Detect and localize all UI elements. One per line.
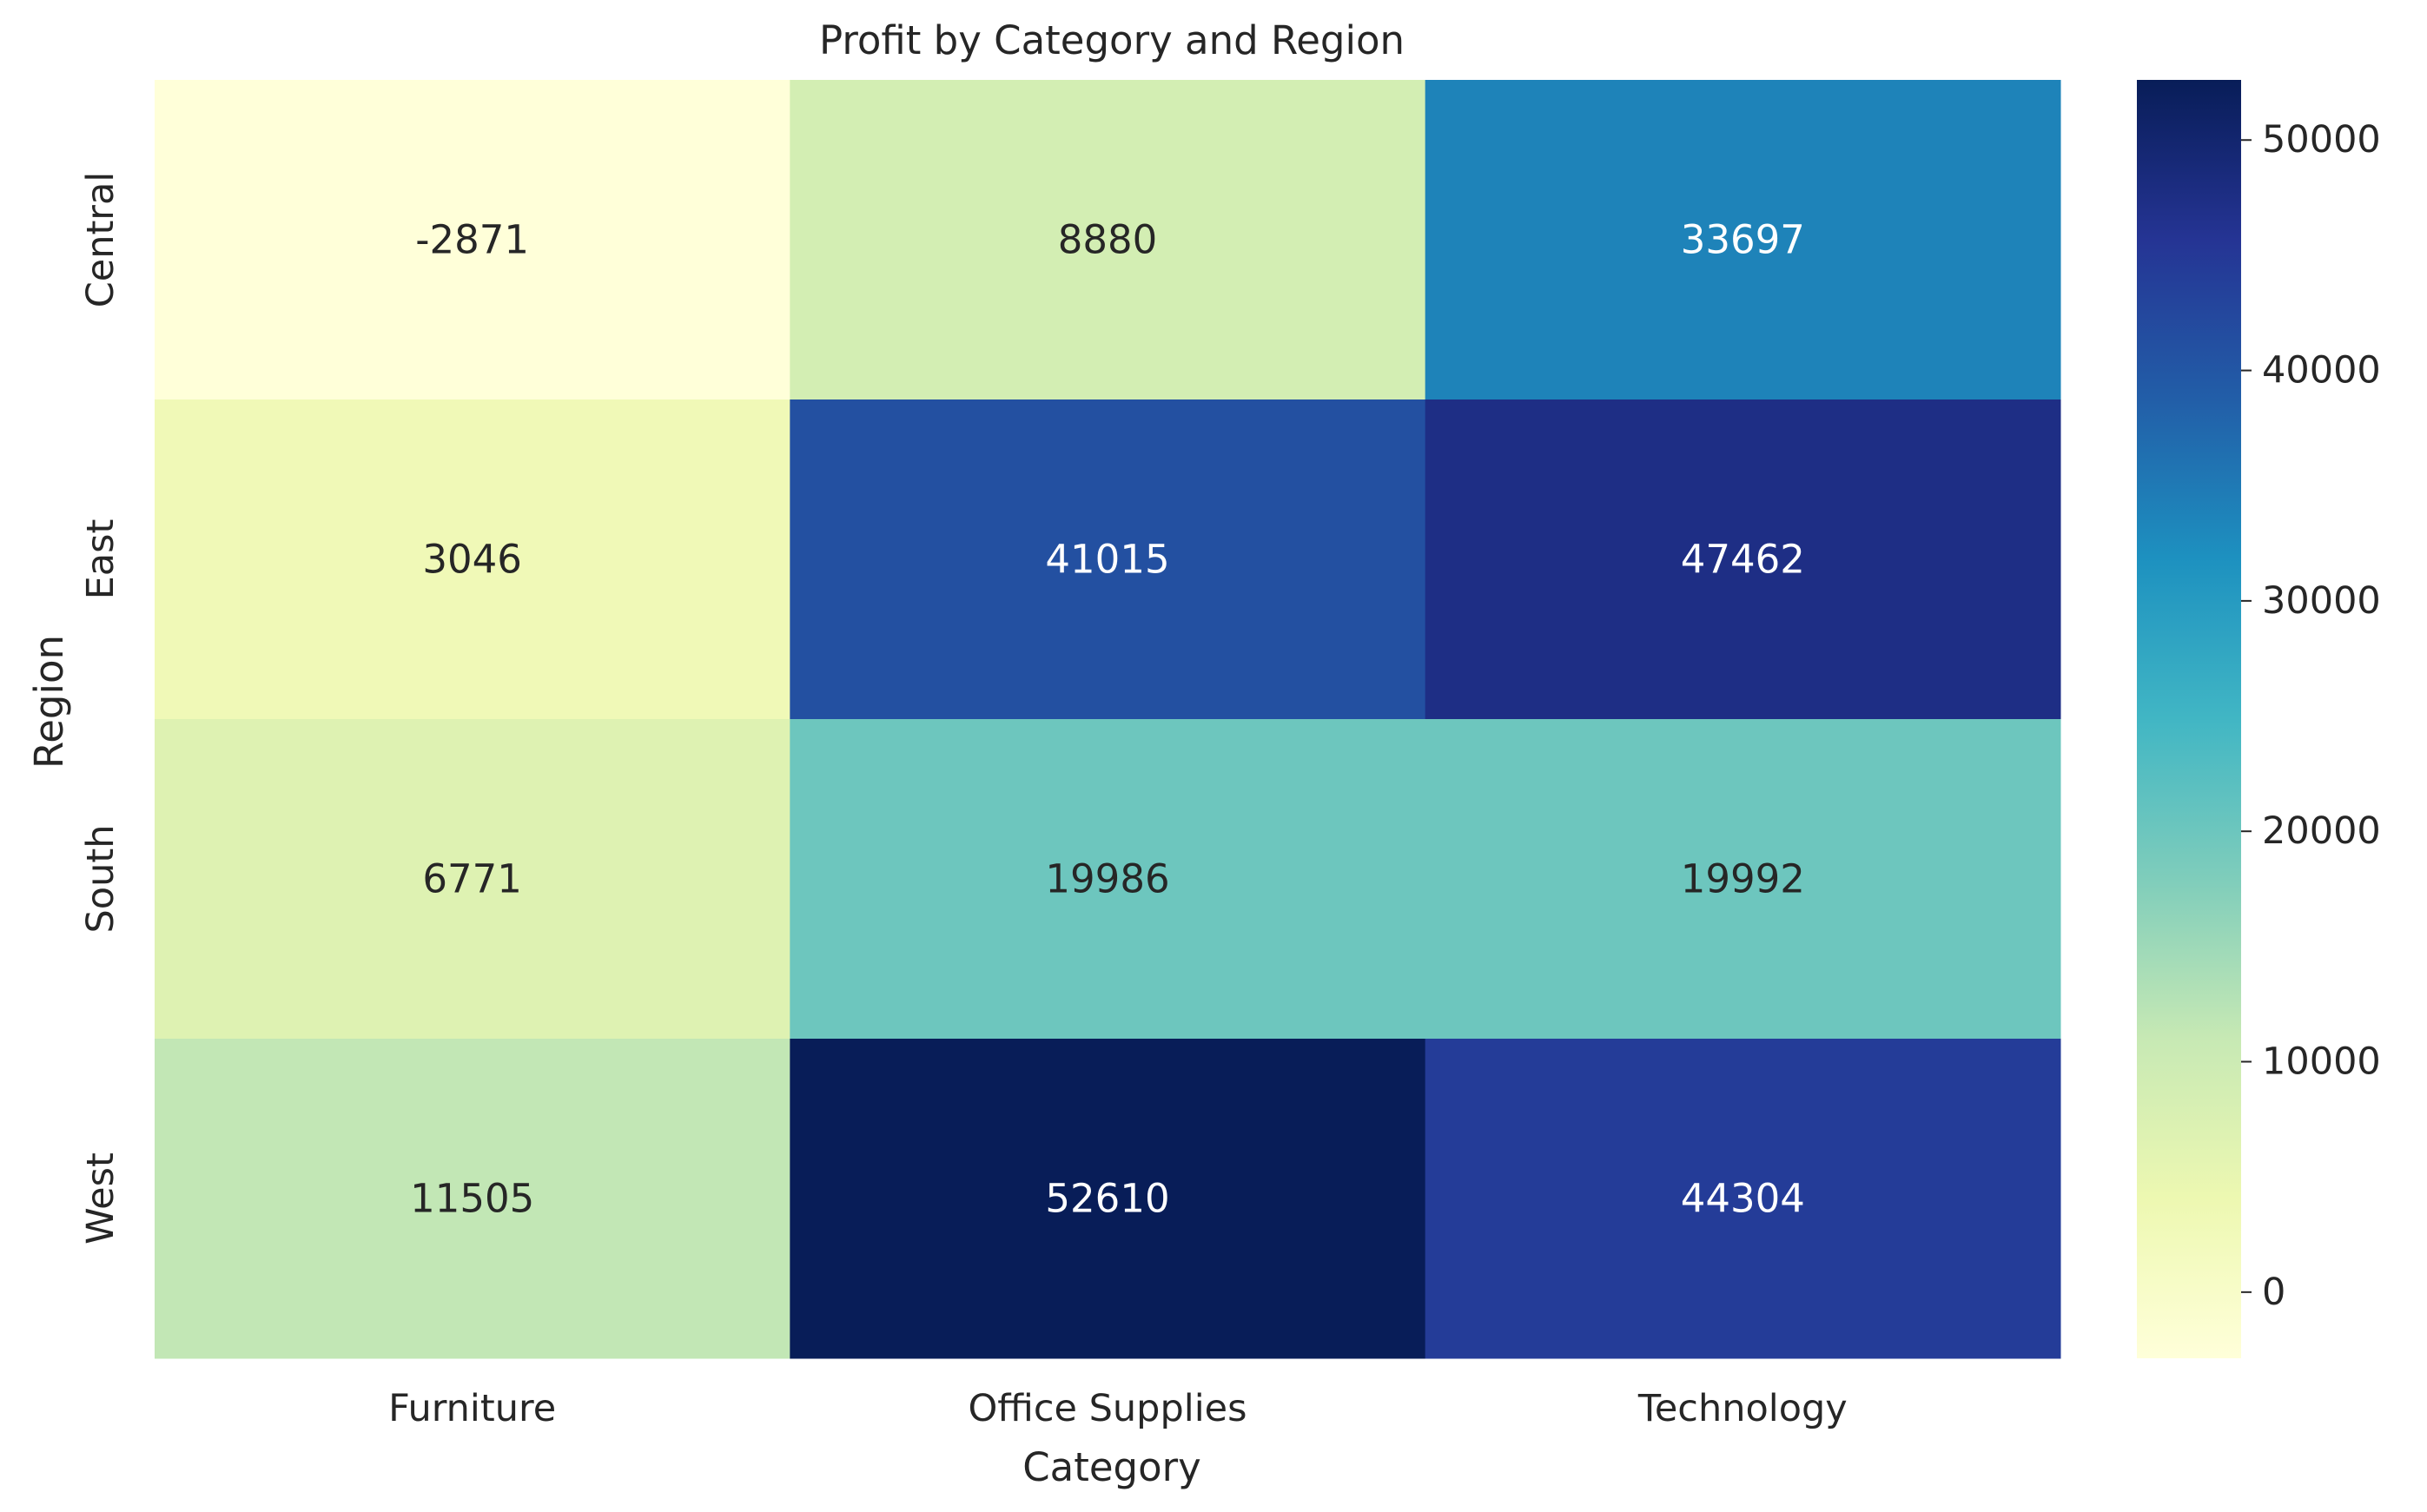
x-axis-ticks: Furniture Office Supplies Technology xyxy=(388,1387,1848,1430)
heatmap-cell xyxy=(1425,1039,2061,1359)
x-tick-label: Technology xyxy=(1637,1387,1848,1430)
x-axis-label: Category xyxy=(1022,1444,1201,1490)
chart-title: Profit by Category and Region xyxy=(819,17,1405,63)
y-tick-label: East xyxy=(79,519,122,600)
heatmap-cell xyxy=(155,1039,790,1359)
cell-value-label: 44304 xyxy=(1681,1176,1805,1222)
y-tick-label: South xyxy=(79,825,122,934)
x-tick-label: Furniture xyxy=(388,1387,556,1430)
heatmap-cell-labels: -2871 8880 33697 3046 41015 47462 6771 19986 199… xyxy=(410,217,1805,1222)
heatmap-cell xyxy=(1425,719,2061,1040)
y-tick-label: Central xyxy=(79,172,122,308)
colorbar-tick-label: 50000 xyxy=(2262,118,2381,162)
cell-value-label: 8880 xyxy=(1058,217,1158,263)
heatmap-cell xyxy=(155,80,790,400)
cell-value-label: 11505 xyxy=(410,1176,534,1222)
colorbar-ticks: 0 10000 20000 30000 40000 50000 xyxy=(2241,118,2381,1314)
cell-value-label: 47462 xyxy=(1681,537,1805,583)
cell-value-label: 19986 xyxy=(1045,856,1169,902)
heatmap-cell xyxy=(155,719,790,1040)
colorbar-tick-label: 0 xyxy=(2262,1271,2285,1314)
colorbar-tick-label: 40000 xyxy=(2262,349,2381,393)
cell-value-label: 52610 xyxy=(1045,1176,1169,1222)
heatmap-cell xyxy=(1425,399,2061,720)
cell-value-label: 19992 xyxy=(1681,856,1805,902)
heatmap-cell xyxy=(790,80,1426,400)
y-tick-label: West xyxy=(79,1152,122,1245)
heatmap-cell xyxy=(1425,80,2061,400)
cell-value-label: 33697 xyxy=(1681,217,1805,263)
colorbar-tick-label: 20000 xyxy=(2262,809,2381,853)
heatmap-cell xyxy=(790,1039,1426,1359)
colorbar-tick-label: 10000 xyxy=(2262,1040,2381,1084)
cell-value-label: 41015 xyxy=(1045,537,1169,583)
heatmap-cell xyxy=(155,399,790,720)
colorbar xyxy=(2137,80,2241,1358)
cell-value-label: 6771 xyxy=(422,856,522,902)
cell-value-label: 3046 xyxy=(422,537,522,583)
y-axis-ticks: Central East South West xyxy=(79,172,122,1245)
heatmap-cells xyxy=(155,80,2061,1359)
colorbar-tick-label: 30000 xyxy=(2262,579,2381,623)
y-axis-label: Region xyxy=(26,635,72,769)
heatmap-cell xyxy=(790,719,1426,1040)
heatmap-cell xyxy=(790,399,1426,720)
cell-value-label: -2871 xyxy=(415,217,529,263)
x-tick-label: Office Supplies xyxy=(968,1387,1247,1430)
